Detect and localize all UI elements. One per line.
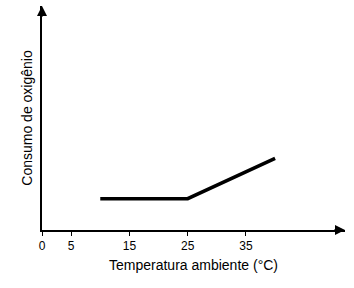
svg-text:25: 25 — [181, 239, 195, 253]
svg-text:5: 5 — [68, 239, 75, 253]
svg-text:Temperatura ambiente (°C): Temperatura ambiente (°C) — [109, 257, 278, 273]
svg-text:15: 15 — [123, 239, 137, 253]
svg-text:Consumo de oxigênio: Consumo de oxigênio — [19, 50, 35, 186]
svg-text:0: 0 — [39, 239, 46, 253]
svg-text:35: 35 — [239, 239, 253, 253]
